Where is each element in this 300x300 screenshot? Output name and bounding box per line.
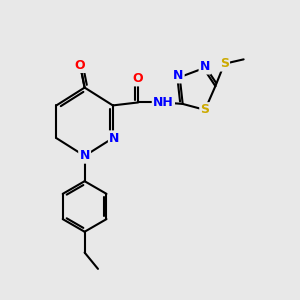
Text: N: N (80, 149, 90, 162)
Text: S: S (200, 103, 209, 116)
Text: O: O (75, 59, 86, 72)
Text: N: N (109, 132, 119, 145)
Text: N: N (173, 69, 183, 82)
Text: NH: NH (153, 96, 174, 109)
Text: O: O (133, 72, 143, 85)
Text: S: S (220, 57, 229, 70)
Text: N: N (200, 60, 210, 73)
